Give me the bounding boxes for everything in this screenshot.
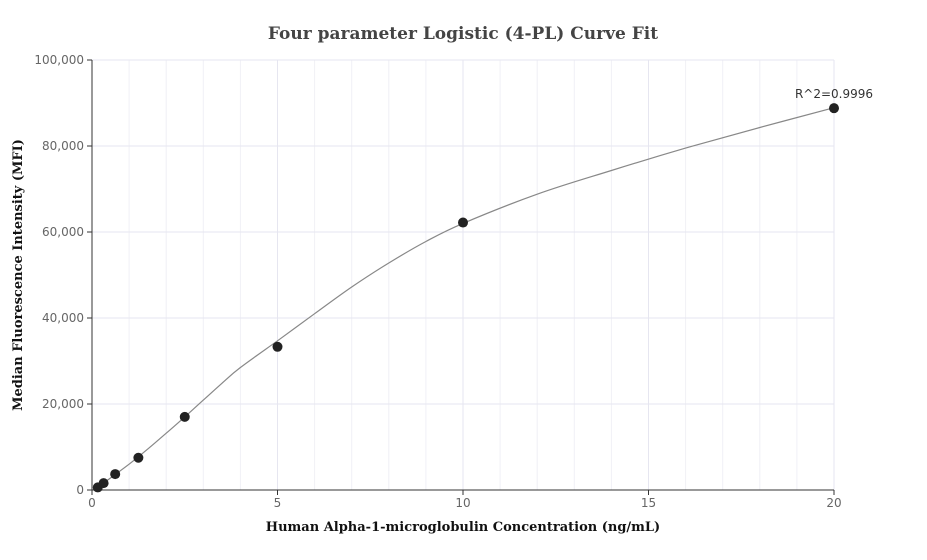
axes bbox=[87, 59, 835, 495]
x-tick-label: 15 bbox=[641, 496, 656, 510]
fit-curve-layer bbox=[95, 107, 835, 490]
data-point bbox=[458, 217, 468, 228]
y-tick-label: 60,000 bbox=[42, 225, 84, 239]
x-tick-label: 10 bbox=[455, 496, 470, 510]
data-point bbox=[110, 469, 121, 480]
y-axis-title: Median Fluorescence Intensity (MFI) bbox=[11, 139, 26, 411]
y-tick-label: 80,000 bbox=[42, 139, 84, 153]
y-tick-label: 20,000 bbox=[42, 397, 84, 411]
r-squared-annotation: R^2=0.9996 bbox=[795, 87, 873, 101]
tick-labels-layer: 0 5 10 15 20 0 20,000 40,000 60,000 80,000 100,000 bbox=[34, 53, 841, 510]
y-tick-label: 40,000 bbox=[42, 311, 84, 325]
data-point bbox=[179, 411, 190, 422]
y-tick-label: 0 bbox=[76, 483, 84, 497]
x-axis-title: Human Alpha-1-microglobulin Concentratio… bbox=[266, 520, 660, 535]
data-point bbox=[98, 478, 109, 489]
y-tick-label: 100,000 bbox=[34, 53, 84, 67]
chart-title: Four parameter Logistic (4-PL) Curve Fit bbox=[268, 24, 658, 44]
data-point bbox=[272, 341, 283, 352]
fit-curve-line bbox=[95, 107, 835, 490]
x-tick-label: 20 bbox=[826, 496, 841, 510]
x-tick-label: 5 bbox=[274, 496, 282, 510]
data-point bbox=[829, 103, 839, 114]
data-points-layer bbox=[92, 103, 839, 493]
x-tick-label: 0 bbox=[88, 496, 96, 510]
data-point bbox=[133, 452, 144, 463]
grid bbox=[91, 59, 835, 491]
